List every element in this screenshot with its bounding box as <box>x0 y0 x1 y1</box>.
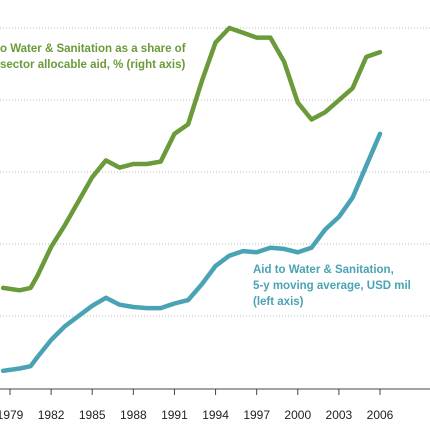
x-tick-label-1988: 1988 <box>120 408 147 422</box>
green-annotation-line-2: sector allocable aid, % (right axis) <box>0 59 186 71</box>
x-tick-label-2000: 2000 <box>284 408 311 422</box>
x-tick-label-1982: 1982 <box>38 408 65 422</box>
x-tick-label-1979: 1979 <box>0 408 24 422</box>
green-annotation-line-1: o Water & Sanitation as a share of <box>0 43 186 55</box>
green-series-annotation: o Water & Sanitation as a share of secto… <box>0 43 186 71</box>
x-axis-ticks: 1979 1982 1985 1988 1991 1994 1997 2000 2003 2006 <box>0 389 394 422</box>
series-layer <box>0 25 383 374</box>
blue-annotation-line-3: (left axis) <box>253 296 304 308</box>
blue-series-line <box>0 131 383 374</box>
x-tick-label-2006: 2006 <box>367 408 394 422</box>
green-series-line <box>0 25 383 293</box>
x-tick-label-1994: 1994 <box>202 408 229 422</box>
x-tick-label-1985: 1985 <box>79 408 106 422</box>
blue-series-annotation: Aid to Water & Sanitation, 5-y moving av… <box>253 264 411 308</box>
x-tick-label-2003: 2003 <box>326 408 353 422</box>
x-tick-label-1991: 1991 <box>161 408 188 422</box>
x-tick-label-1997: 1997 <box>243 408 270 422</box>
gridlines <box>0 27 430 390</box>
blue-annotation-line-1: Aid to Water & Sanitation, <box>253 264 394 276</box>
blue-annotation-line-2: 5-y moving average, USD mil <box>253 280 411 292</box>
